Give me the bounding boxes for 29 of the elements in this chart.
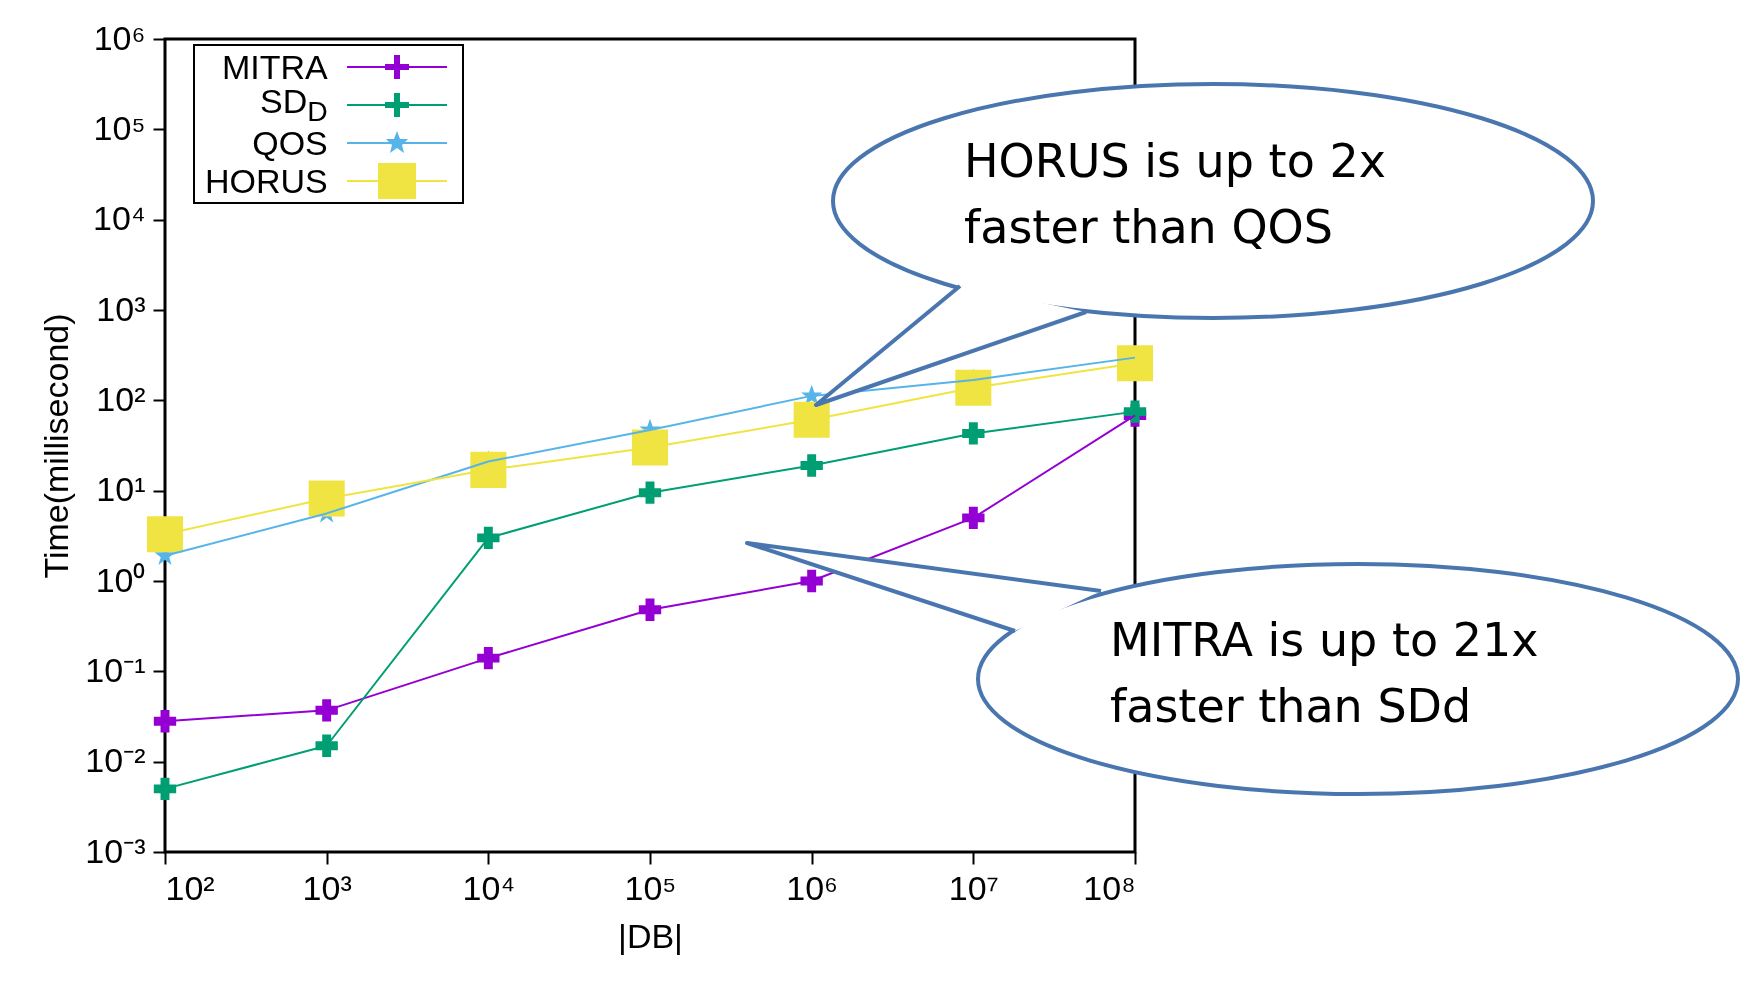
x-tick-label: 10⁵	[624, 868, 677, 907]
y-tick-label: 10⁵	[93, 108, 146, 147]
x-tick-label: 10²	[165, 868, 215, 907]
y-tick-label: 10¹	[96, 470, 146, 509]
x-tick-label: 10⁷	[948, 868, 999, 907]
y-tick-label: 10⁶	[93, 18, 146, 57]
y-tick-label: 10⁴	[93, 199, 146, 238]
annotation: HORUS is up to 2x faster than QOS	[964, 133, 1386, 256]
point	[146, 516, 184, 553]
point	[308, 480, 345, 517]
annotation: MITRA is up to 21x faster than SDd	[1110, 612, 1539, 735]
x-tick-label: 10⁸	[1083, 868, 1136, 907]
y-axis-title: Time(millisecond)	[37, 313, 76, 579]
point	[962, 422, 985, 445]
y-tick-label: 10²	[96, 379, 146, 418]
y-tick-label: 10⁻³	[85, 831, 146, 870]
x-tick-label: 10⁴	[462, 868, 516, 907]
point	[1116, 345, 1154, 382]
x-tick-label: 10⁶	[786, 868, 839, 907]
y-tick-label: 10⁻²	[85, 741, 146, 780]
y-tick-label: 10³	[96, 289, 146, 328]
y-tick-label: 10⁻¹	[85, 650, 146, 689]
x-tick-label: 10³	[302, 868, 352, 907]
point	[477, 526, 500, 550]
y-tick-label: 10⁰	[95, 560, 146, 599]
legend-label: HORUS	[205, 161, 328, 201]
point	[631, 429, 669, 466]
point	[793, 401, 830, 438]
x-axis-title: |DB|	[618, 916, 683, 955]
